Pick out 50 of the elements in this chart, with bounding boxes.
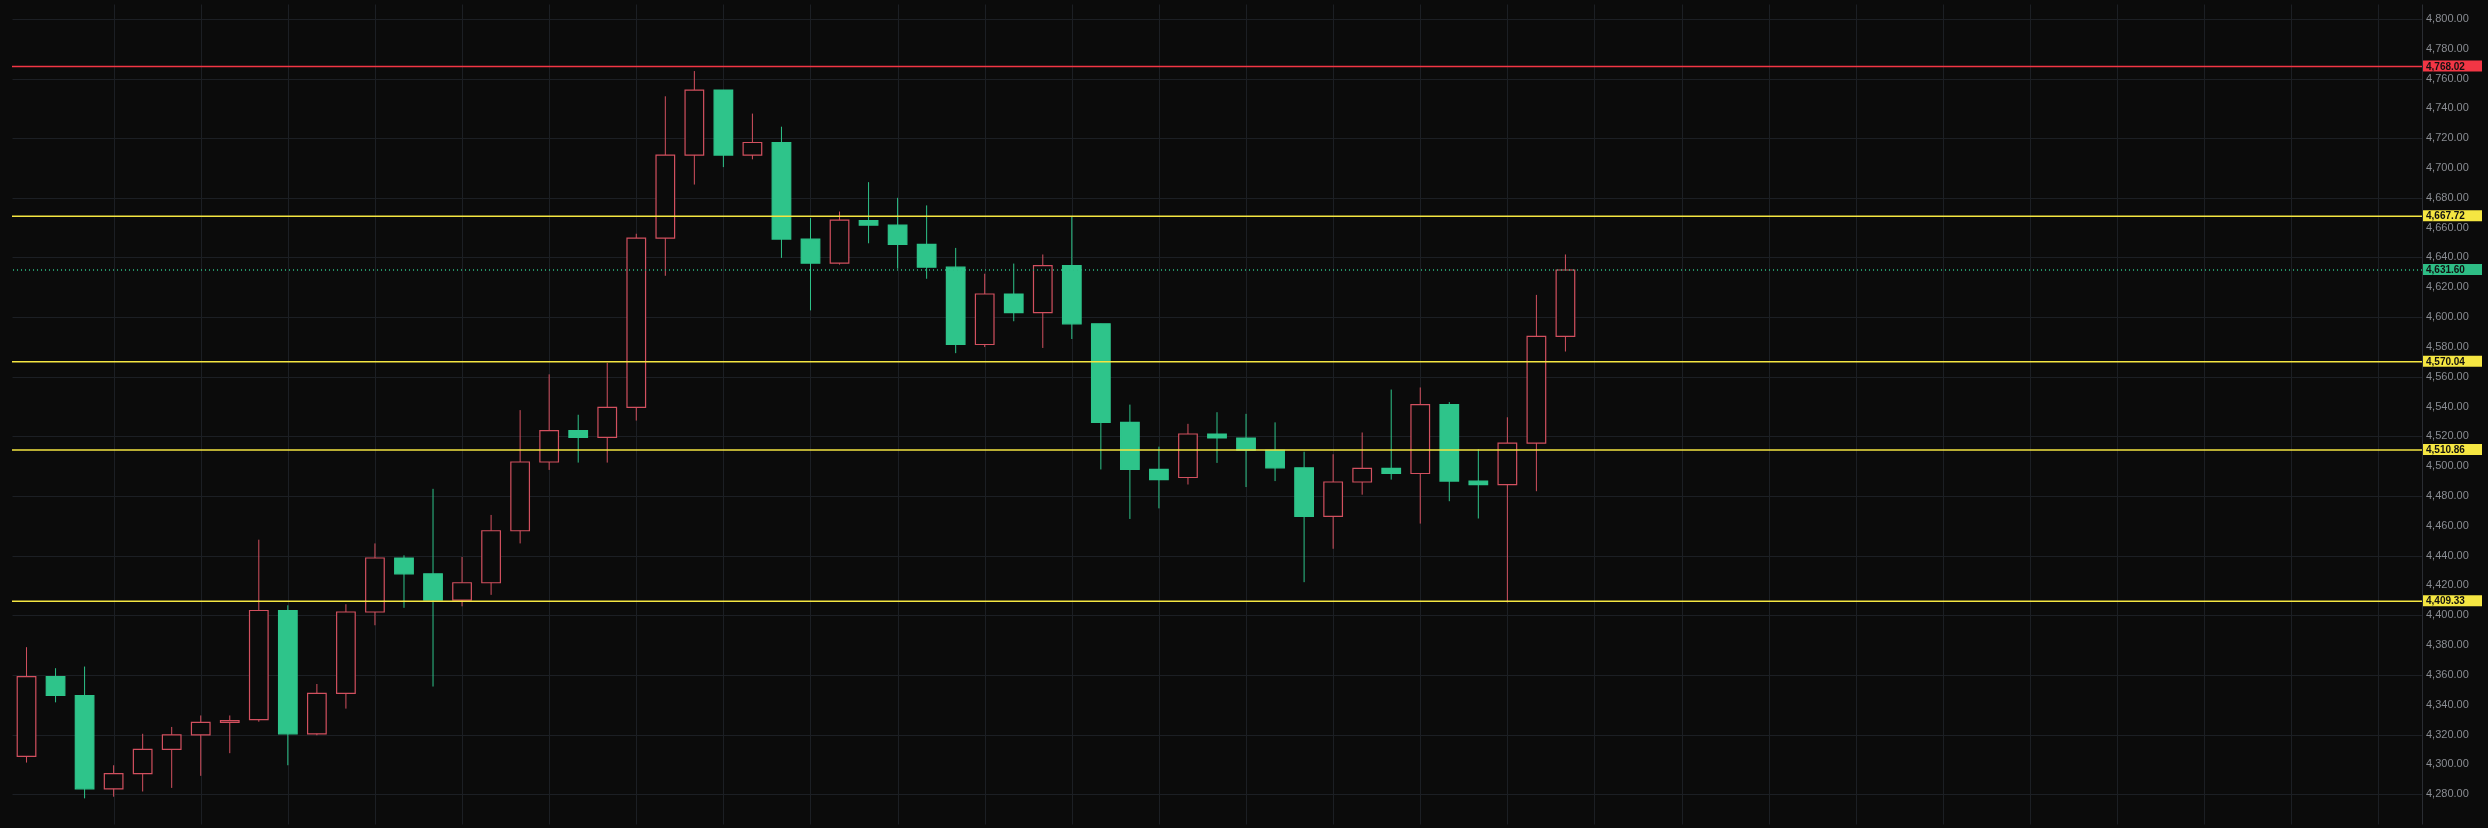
candlestick: [1468, 448, 1489, 520]
y-tick-label: 4,800.00: [2426, 11, 2469, 24]
ref-line-label: 4,631.60: [2426, 263, 2466, 275]
y-tick-label: 4,540.00: [2426, 399, 2469, 412]
y-tick-label: 4,700.00: [2426, 161, 2469, 173]
candlestick: [394, 554, 414, 609]
y-tick-label: 4,740.00: [2426, 101, 2469, 114]
y-tick-label: 4,760.00: [2426, 71, 2469, 84]
candlestick: [190, 714, 211, 777]
y-tick-label: 4,620.00: [2426, 280, 2469, 293]
candlestick: [742, 113, 763, 160]
y-tick-label: 4,660.00: [2426, 220, 2469, 233]
y-tick-label: 4,480.00: [2426, 489, 2469, 501]
candlestick: [568, 414, 589, 464]
y-tick-label: 4,680.00: [2426, 190, 2469, 203]
candlestick: [452, 556, 472, 607]
y-tick-label: 4,340.00: [2426, 697, 2469, 710]
y-tick-label: 4,500.00: [2426, 459, 2469, 472]
ref-line-label: 4,510.86: [2426, 443, 2466, 455]
y-tick-label: 4,400.00: [2426, 608, 2469, 621]
y-tick-label: 4,460.00: [2426, 518, 2469, 531]
candlestick: [1265, 421, 1285, 482]
candlestick: [161, 726, 182, 789]
candlestick: [1149, 446, 1169, 509]
candlestick: [219, 714, 240, 754]
y-tick-label: 4,600.00: [2426, 310, 2469, 323]
y-tick-label: 4,320.00: [2426, 727, 2469, 740]
y-tick-label: 4,440.00: [2426, 548, 2469, 561]
y-tick-label: 4,300.00: [2426, 757, 2469, 770]
candlestick: [1207, 411, 1227, 464]
candlestick: [1236, 413, 1256, 488]
ref-line-label: 4,768.02: [2426, 60, 2466, 72]
candlestick: [1352, 431, 1373, 496]
ref-line-label: 4,570.04: [2426, 355, 2466, 367]
y-tick-label: 4,520.00: [2426, 429, 2469, 442]
candlestick: [1381, 389, 1402, 481]
y-tick-label: 4,420.00: [2426, 578, 2469, 591]
y-tick-label: 4,380.00: [2426, 638, 2469, 651]
y-tick-label: 4,280.00: [2426, 787, 2469, 800]
y-tick-label: 4,640.00: [2426, 250, 2469, 263]
y-tick-label: 4,780.00: [2426, 41, 2469, 54]
y-tick-label: 4,560.00: [2426, 369, 2469, 382]
candlestick: [45, 667, 66, 703]
ref-line-label: 4,409.33: [2426, 595, 2466, 607]
y-tick-label: 4,360.00: [2426, 667, 2469, 680]
candlestick: [858, 181, 879, 244]
candlestick: [103, 764, 124, 798]
ref-line-label: 4,667.72: [2426, 210, 2466, 222]
y-tick-label: 4,580.00: [2426, 339, 2469, 352]
y-tick-label: 4,720.00: [2426, 131, 2469, 144]
